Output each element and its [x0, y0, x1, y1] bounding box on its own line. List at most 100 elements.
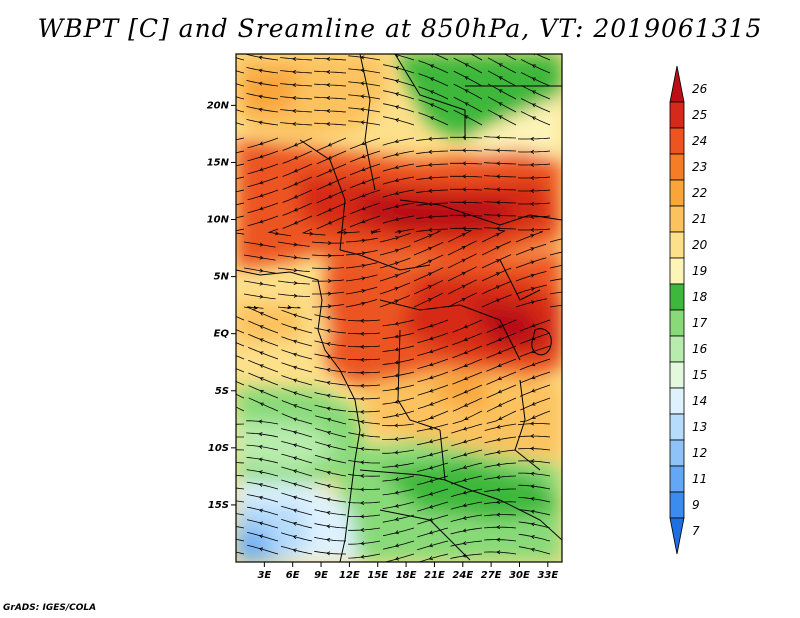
- streamline: [236, 202, 245, 206]
- streamline-arrow: [429, 362, 434, 367]
- streamline: [417, 384, 449, 396]
- streamline: [314, 340, 347, 347]
- streamline-arrow: [292, 391, 298, 396]
- streamline-arrow: [360, 120, 365, 125]
- streamline-arrow: [228, 231, 231, 234]
- streamline-arrow: [361, 206, 366, 211]
- streamline: [243, 254, 276, 261]
- lon-tick-label: 27E: [481, 570, 502, 581]
- streamline-arrow: [293, 293, 298, 298]
- streamline: [452, 397, 483, 412]
- streamline: [314, 468, 347, 477]
- streamline-arrow: [226, 80, 230, 83]
- streamline-arrow: [258, 107, 263, 112]
- streamline: [549, 251, 562, 256]
- streamline-arrow: [530, 247, 535, 252]
- streamline-arrow: [462, 503, 467, 508]
- lat-tick-label: 10N: [207, 215, 230, 226]
- streamline-arrow: [495, 285, 501, 290]
- streamline-arrow: [531, 90, 537, 95]
- streamline-arrow: [498, 76, 503, 81]
- streamline-arrow: [429, 77, 434, 82]
- colorbar-label: 13: [692, 420, 707, 434]
- streamline: [348, 501, 381, 504]
- streamline-arrow: [394, 321, 399, 326]
- colorbar-segment: [669, 179, 685, 207]
- streamline: [345, 237, 378, 243]
- streamline: [349, 137, 381, 150]
- streamline-arrow: [361, 263, 366, 268]
- streamline-arrow: [292, 469, 298, 474]
- streamline: [382, 501, 415, 509]
- streamline: [450, 214, 483, 217]
- streamline-arrow: [325, 56, 331, 61]
- streamline: [277, 293, 310, 297]
- streamline: [247, 189, 279, 201]
- streamline-arrow: [394, 299, 399, 304]
- streamline: [246, 444, 279, 451]
- streamline: [515, 271, 547, 282]
- streamline: [417, 345, 449, 356]
- streamline-arrow: [565, 250, 568, 253]
- streamline-arrow: [529, 421, 535, 426]
- streamline: [282, 137, 313, 151]
- streamline: [349, 150, 381, 163]
- streamline-arrow: [326, 537, 331, 542]
- streamline: [549, 278, 562, 282]
- streamline-arrow: [461, 297, 466, 302]
- streamlines: [225, 54, 568, 562]
- lon-tick-label: 33E: [537, 570, 558, 581]
- streamline-arrow: [530, 471, 535, 476]
- streamline-arrow: [327, 240, 333, 246]
- streamline-arrow: [429, 90, 434, 95]
- streamline: [236, 538, 245, 542]
- streamline: [382, 488, 415, 496]
- streamline: [236, 122, 245, 126]
- streamline-arrow: [292, 521, 297, 526]
- colorbar-label: 25: [692, 108, 707, 122]
- colorbar-label: 14: [692, 394, 707, 408]
- streamline: [348, 432, 381, 438]
- streamline-arrow: [461, 284, 466, 289]
- streamline-arrow: [327, 194, 332, 199]
- streamline-arrow: [394, 217, 399, 222]
- streamline: [281, 519, 313, 529]
- colorbar-label: 22: [692, 186, 707, 200]
- streamline-arrow: [327, 181, 332, 186]
- streamline-arrow: [462, 477, 467, 482]
- streamline-arrow: [291, 69, 297, 75]
- streamline: [515, 243, 547, 256]
- streamline-arrow: [259, 377, 264, 381]
- streamline-arrow: [226, 93, 230, 96]
- streamline-arrow: [291, 95, 297, 101]
- streamline: [413, 267, 444, 282]
- streamline: [481, 267, 512, 282]
- streamline: [483, 136, 517, 139]
- streamline-arrow: [394, 79, 400, 84]
- streamline: [481, 280, 512, 295]
- streamline: [486, 371, 517, 385]
- streamline-arrow: [327, 279, 333, 284]
- streamline: [347, 319, 381, 322]
- streamline: [484, 475, 517, 480]
- streamline-arrow: [394, 543, 399, 548]
- streamline: [236, 329, 245, 334]
- colorbar-segment: [669, 101, 685, 129]
- streamline: [246, 506, 279, 516]
- streamline-arrow: [225, 486, 228, 489]
- streamline-arrow: [292, 417, 298, 422]
- streamline: [349, 202, 381, 215]
- streamline-arrow: [258, 120, 263, 125]
- lon-tick-label: 3E: [257, 570, 271, 581]
- streamline: [247, 137, 279, 149]
- streamline: [517, 176, 551, 179]
- streamline-arrow: [462, 541, 467, 546]
- streamline-arrow: [461, 161, 467, 166]
- streamline: [236, 462, 245, 464]
- streamline-arrow: [292, 352, 297, 357]
- streamline-arrow: [259, 154, 264, 159]
- streamline-arrow: [394, 105, 400, 110]
- streamline-arrow: [495, 187, 501, 192]
- streamline-arrow: [394, 436, 399, 441]
